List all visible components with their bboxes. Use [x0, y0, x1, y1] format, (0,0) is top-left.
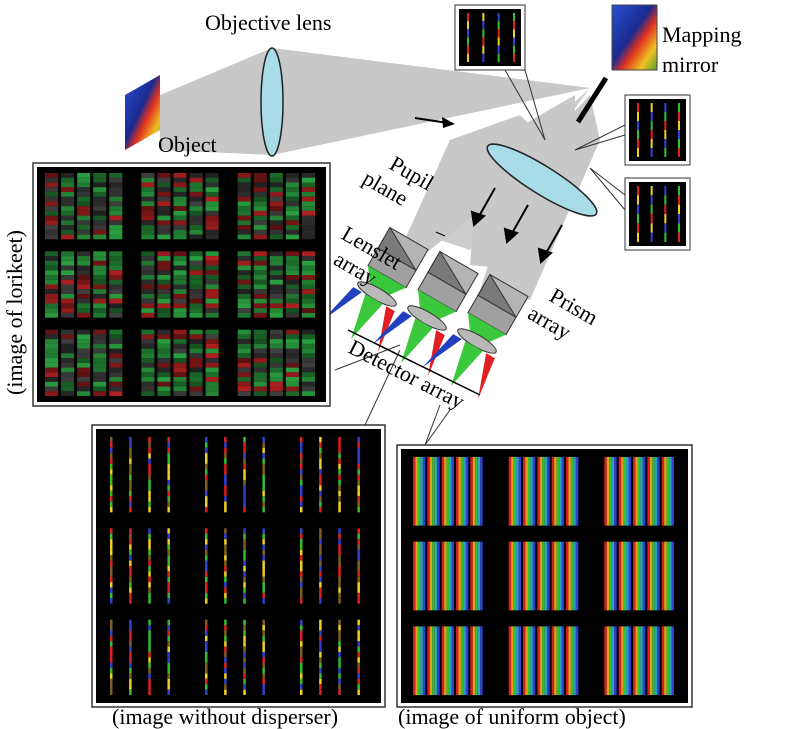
mirror-thumbnail — [611, 4, 658, 71]
lenslet — [457, 328, 497, 354]
without-disperser-caption: (image without disperser) — [112, 704, 338, 729]
lorikeet-caption: (image of lorikeet) — [2, 230, 27, 395]
lenslet-prism-unit — [422, 273, 529, 400]
beam-arrows — [470, 187, 563, 264]
lenslet-prism-unit — [322, 226, 429, 353]
objective-lens — [260, 47, 284, 157]
relay-lens — [486, 143, 598, 217]
object-label: Object — [158, 132, 217, 157]
detector-array — [347, 329, 481, 396]
mirror-label: mirror — [662, 52, 719, 77]
arrow-icon — [414, 117, 455, 128]
objective-lens-label: Objective lens — [205, 10, 331, 35]
lenslet-prism-unit — [372, 250, 479, 377]
spectral-thumbnail — [454, 4, 526, 71]
without-disperser-panel — [91, 424, 386, 708]
spectral-thumbnail — [624, 94, 691, 166]
object-image — [125, 75, 160, 150]
uniform-object-caption: (image of uniform object) — [398, 704, 626, 729]
pupil-plane-tick — [435, 231, 446, 237]
lorikeet-image-panel — [32, 162, 331, 407]
spectral-thumbnail — [624, 177, 691, 251]
mapping-label: Mapping — [662, 22, 741, 47]
lenslet-prism-array — [322, 226, 529, 400]
mapping-mirror — [575, 76, 609, 124]
uniform-object-panel — [396, 444, 693, 708]
lenslet — [357, 281, 397, 307]
lenslet — [407, 305, 447, 331]
